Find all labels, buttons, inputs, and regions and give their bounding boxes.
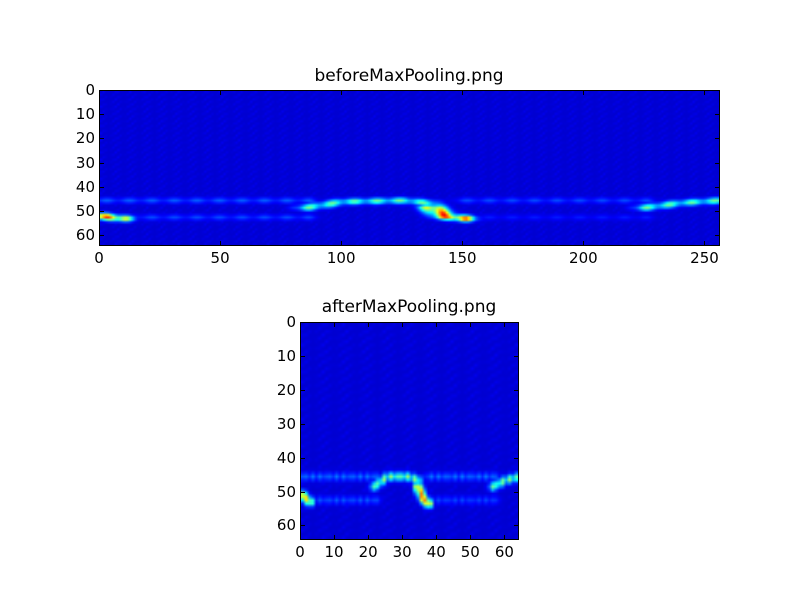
heatmap-axes-before (99, 90, 720, 246)
x-tick-mark (368, 535, 370, 540)
y-tick-mark (99, 138, 104, 140)
x-tick-label: 60 (494, 543, 514, 561)
y-tick-mark (514, 457, 519, 459)
y-tick-mark (715, 235, 720, 237)
x-tick-mark (704, 90, 706, 95)
y-tick-label: 0 (286, 313, 296, 331)
x-tick-label: 150 (447, 249, 477, 267)
x-tick-mark (504, 535, 506, 540)
y-tick-mark (300, 355, 305, 357)
chart-title-before: beforeMaxPooling.png (314, 66, 504, 86)
y-tick-mark (99, 235, 104, 237)
y-tick-mark (715, 186, 720, 188)
y-tick-mark (300, 491, 305, 493)
y-tick-label: 20 (276, 380, 296, 399)
x-tick-mark (504, 322, 506, 327)
x-tick-label: 200 (569, 249, 598, 267)
y-tick-label: 20 (75, 129, 95, 148)
y-tick-label: 30 (276, 414, 296, 433)
x-tick-mark (436, 535, 438, 540)
x-tick-mark (220, 90, 222, 95)
y-tick-label: 10 (276, 346, 296, 365)
x-tick-mark (470, 535, 472, 540)
y-tick-label: 50 (276, 482, 296, 501)
y-tick-label: 50 (75, 202, 95, 221)
x-tick-mark (462, 90, 464, 95)
y-tick-mark (300, 525, 305, 527)
x-tick-label: 100 (326, 249, 356, 267)
y-tick-mark (514, 355, 519, 357)
x-tick-label: 50 (460, 543, 480, 561)
x-tick-label: 250 (690, 249, 719, 267)
x-tick-mark (99, 241, 100, 246)
y-tick-mark (99, 186, 104, 188)
y-tick-mark (514, 423, 519, 425)
y-tick-mark (300, 322, 305, 323)
x-tick-mark (300, 535, 301, 540)
x-tick-label: 0 (295, 543, 305, 561)
y-tick-label: 10 (75, 105, 95, 124)
y-tick-mark (99, 114, 104, 116)
y-tick-mark (715, 162, 720, 164)
chart-title-after: afterMaxPooling.png (321, 297, 497, 317)
y-tick-mark (300, 457, 305, 459)
heatmap-image-after (301, 323, 518, 539)
x-tick-mark (220, 241, 222, 246)
y-tick-mark (99, 162, 104, 164)
x-tick-mark (704, 241, 706, 246)
y-tick-mark (514, 322, 519, 323)
y-tick-mark (715, 90, 720, 91)
x-tick-mark (368, 322, 370, 327)
y-tick-mark (715, 114, 720, 116)
x-tick-mark (583, 241, 585, 246)
x-tick-mark (341, 90, 343, 95)
y-tick-mark (514, 525, 519, 527)
y-tick-label: 0 (85, 81, 95, 99)
x-tick-label: 30 (392, 543, 412, 561)
x-tick-label: 40 (426, 543, 446, 561)
x-tick-mark (402, 322, 404, 327)
y-tick-label: 40 (75, 177, 95, 196)
y-tick-mark (300, 423, 305, 425)
x-tick-label: 50 (210, 249, 230, 267)
y-tick-label: 30 (75, 153, 95, 172)
y-tick-label: 40 (276, 448, 296, 467)
x-tick-mark (341, 241, 343, 246)
x-tick-mark (402, 535, 404, 540)
x-tick-mark (99, 90, 100, 95)
heatmap-image-before (100, 91, 719, 245)
x-tick-mark (583, 90, 585, 95)
y-tick-mark (514, 389, 519, 391)
y-tick-mark (715, 211, 720, 213)
x-tick-label: 0 (94, 249, 104, 267)
x-tick-label: 20 (358, 543, 378, 561)
y-tick-label: 60 (276, 516, 296, 535)
x-tick-mark (334, 322, 336, 327)
y-tick-label: 60 (75, 226, 95, 245)
x-tick-mark (300, 322, 301, 327)
y-tick-mark (300, 389, 305, 391)
x-tick-mark (436, 322, 438, 327)
x-tick-mark (470, 322, 472, 327)
y-tick-mark (514, 491, 519, 493)
y-tick-mark (715, 138, 720, 140)
y-tick-mark (99, 211, 104, 213)
y-tick-mark (99, 90, 104, 91)
x-tick-mark (334, 535, 336, 540)
x-tick-label: 10 (324, 543, 344, 561)
heatmap-axes-after (300, 322, 519, 540)
x-tick-mark (462, 241, 464, 246)
